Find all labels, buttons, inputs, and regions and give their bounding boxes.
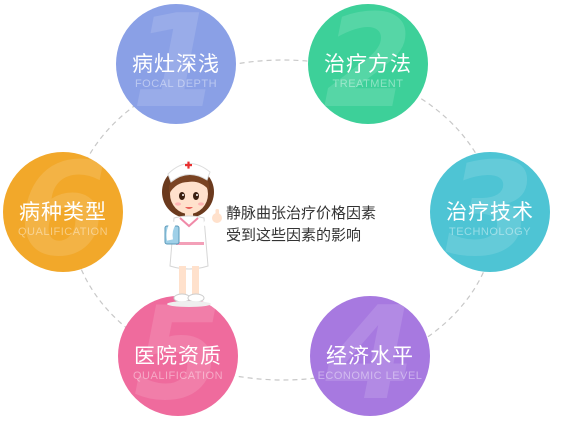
factor-node-disease-type: 6 病种类型 QUALIFICATION	[3, 152, 123, 272]
node-subtitle: ECONOMIC LEVEL	[317, 370, 423, 382]
node-subtitle: TREATMENT	[332, 78, 404, 90]
node-title: 病灶深浅	[132, 52, 220, 76]
node-number: 1	[131, 4, 221, 124]
node-number: 5	[133, 296, 223, 416]
node-title: 医院资质	[134, 344, 222, 368]
node-number: 2	[323, 4, 413, 124]
node-subtitle: TECHNOLOGY	[448, 226, 531, 238]
nurse-illustration	[162, 161, 222, 307]
factor-node-technology: 3 治疗技术 TECHNOLOGY	[430, 152, 550, 272]
node-subtitle: FOCAL DEPTH	[134, 78, 218, 90]
center-caption-line-1: 静脉曲张治疗价格因素	[226, 204, 377, 222]
center-caption-line-2: 受到这些因素的影响	[226, 226, 362, 244]
node-title: 病种类型	[19, 200, 107, 224]
node-subtitle: QUALIFICATION	[132, 370, 224, 382]
node-title: 经济水平	[326, 344, 414, 368]
factor-node-economic-level: 4 经济水平 ECONOMIC LEVEL	[310, 296, 430, 416]
factor-node-treatment: 2 治疗方法 TREATMENT	[308, 4, 428, 124]
node-number: 3	[445, 152, 535, 272]
node-title: 治疗方法	[324, 52, 412, 76]
factor-node-focal-depth: 1 病灶深浅 FOCAL DEPTH	[116, 4, 236, 124]
factor-node-hospital-qualification: 5 医院资质 QUALIFICATION	[118, 296, 238, 416]
node-number: 4	[325, 296, 415, 416]
node-number: 6	[18, 152, 108, 272]
node-title: 治疗技术	[446, 200, 534, 224]
node-subtitle: QUALIFICATION	[17, 226, 109, 238]
